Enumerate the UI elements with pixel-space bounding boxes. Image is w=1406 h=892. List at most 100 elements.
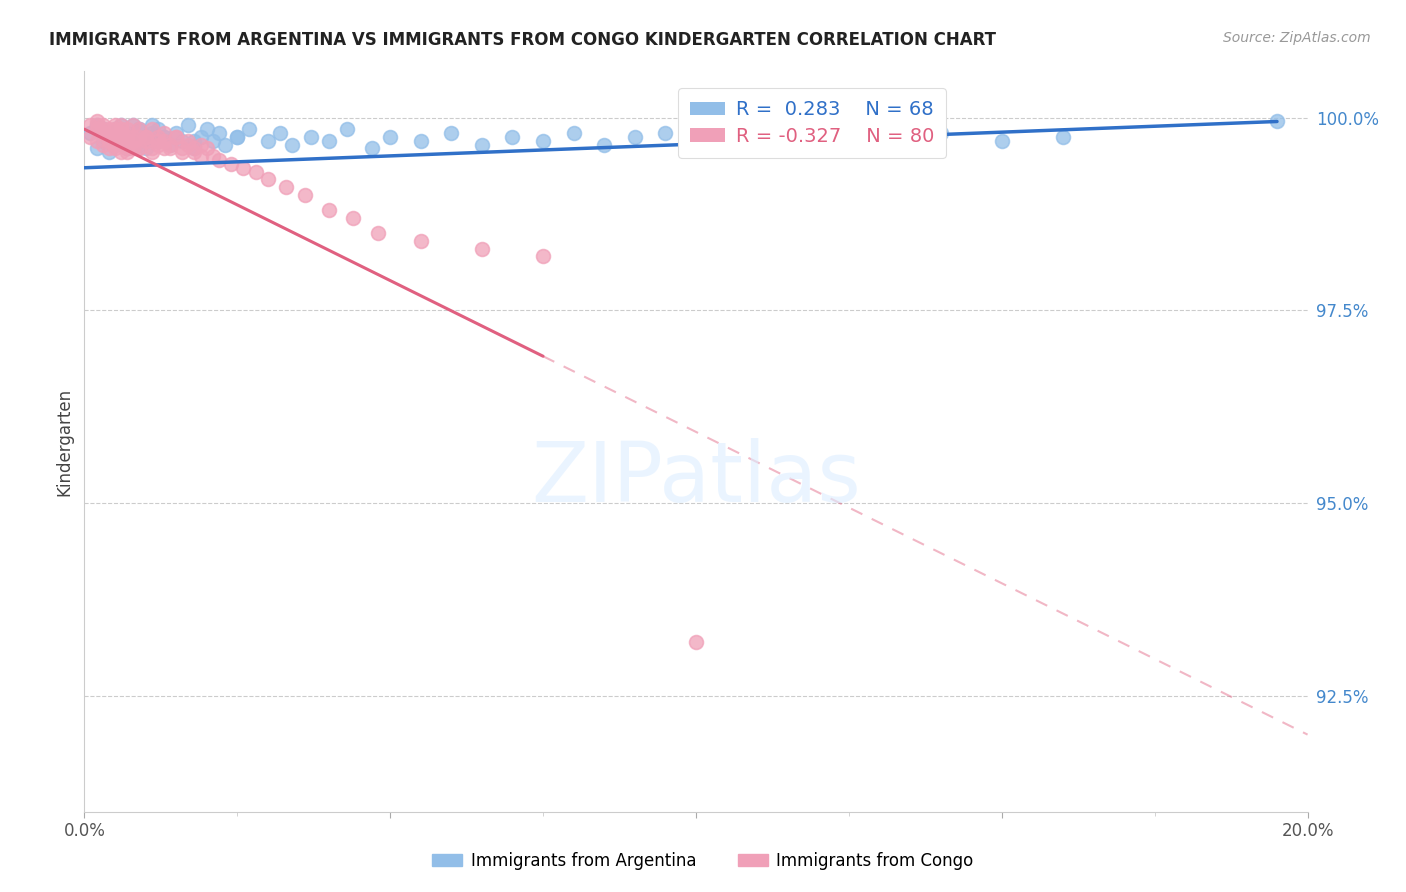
Point [97,129,120,144]
Point [122,141,145,155]
Point [201,134,224,148]
Point [531,249,554,263]
Point [208,126,231,140]
Point [807,134,830,148]
Point [91,126,114,140]
Point [276,180,298,194]
Point [122,119,145,133]
Point [208,153,231,167]
Point [97,134,120,148]
Point [97,122,120,136]
Point [172,141,194,155]
Point [183,141,205,155]
Point [172,145,194,160]
Point [159,137,181,152]
Point [318,203,340,218]
Point [146,129,169,144]
Point [115,145,138,160]
Point [318,134,340,148]
Point [110,145,132,160]
Point [115,122,138,136]
Point [190,129,212,144]
Point [531,134,554,148]
Point [91,137,114,152]
Point [685,134,707,148]
Point [97,129,120,144]
Point [135,129,157,144]
Point [165,129,187,144]
Point [624,129,647,144]
Point [86,119,108,133]
Point [115,134,138,148]
Point [128,122,150,136]
Point [281,137,304,152]
Point [409,234,432,248]
Point [104,122,127,136]
Point [409,134,432,148]
Point [172,134,194,148]
Point [214,137,236,152]
Point [177,119,200,133]
Point [177,134,200,148]
Point [146,137,169,152]
Point [86,119,108,133]
Point [257,134,280,148]
Point [380,129,402,144]
Point [91,122,114,136]
Point [104,137,127,152]
Point [232,161,254,175]
Point [360,141,382,155]
Point [1052,129,1074,144]
Point [183,141,205,155]
Point [141,145,163,160]
Point [593,137,616,152]
Point [195,141,218,155]
Point [219,157,242,171]
Point [195,122,218,136]
Point [135,129,157,144]
Point [190,149,212,163]
Point [502,129,524,144]
Point [367,227,389,241]
Point [115,141,138,155]
Point [128,141,150,155]
Point [440,126,463,140]
Point [122,134,145,148]
Point [104,137,127,152]
Point [104,129,127,144]
Point [115,141,138,155]
Point [146,122,169,136]
Point [141,126,163,140]
Point [336,122,359,136]
Point [153,141,176,155]
Point [110,119,132,133]
Point [115,129,138,144]
Point [869,129,891,144]
Point [110,122,132,136]
Point [190,137,212,152]
Point [269,126,291,140]
Point [97,141,120,155]
Point [128,137,150,152]
Point [91,122,114,136]
Point [86,141,108,155]
Point [165,126,187,140]
Point [115,126,138,140]
Y-axis label: Kindergarten: Kindergarten [55,387,73,496]
Legend: R =  0.283    N = 68, R = -0.327    N = 80: R = 0.283 N = 68, R = -0.327 N = 80 [678,88,946,158]
Point [122,134,145,148]
Text: IMMIGRANTS FROM ARGENTINA VS IMMIGRANTS FROM CONGO KINDERGARTEN CORRELATION CHAR: IMMIGRANTS FROM ARGENTINA VS IMMIGRANTS … [49,31,997,49]
Point [91,119,114,133]
Point [135,129,157,144]
Point [245,164,267,178]
Point [110,129,132,144]
Point [183,145,205,160]
Point [104,122,127,136]
Point [685,635,707,649]
Point [91,134,114,148]
Point [135,141,157,155]
Point [159,137,181,152]
Point [654,126,676,140]
Point [226,129,249,144]
Point [110,134,132,148]
